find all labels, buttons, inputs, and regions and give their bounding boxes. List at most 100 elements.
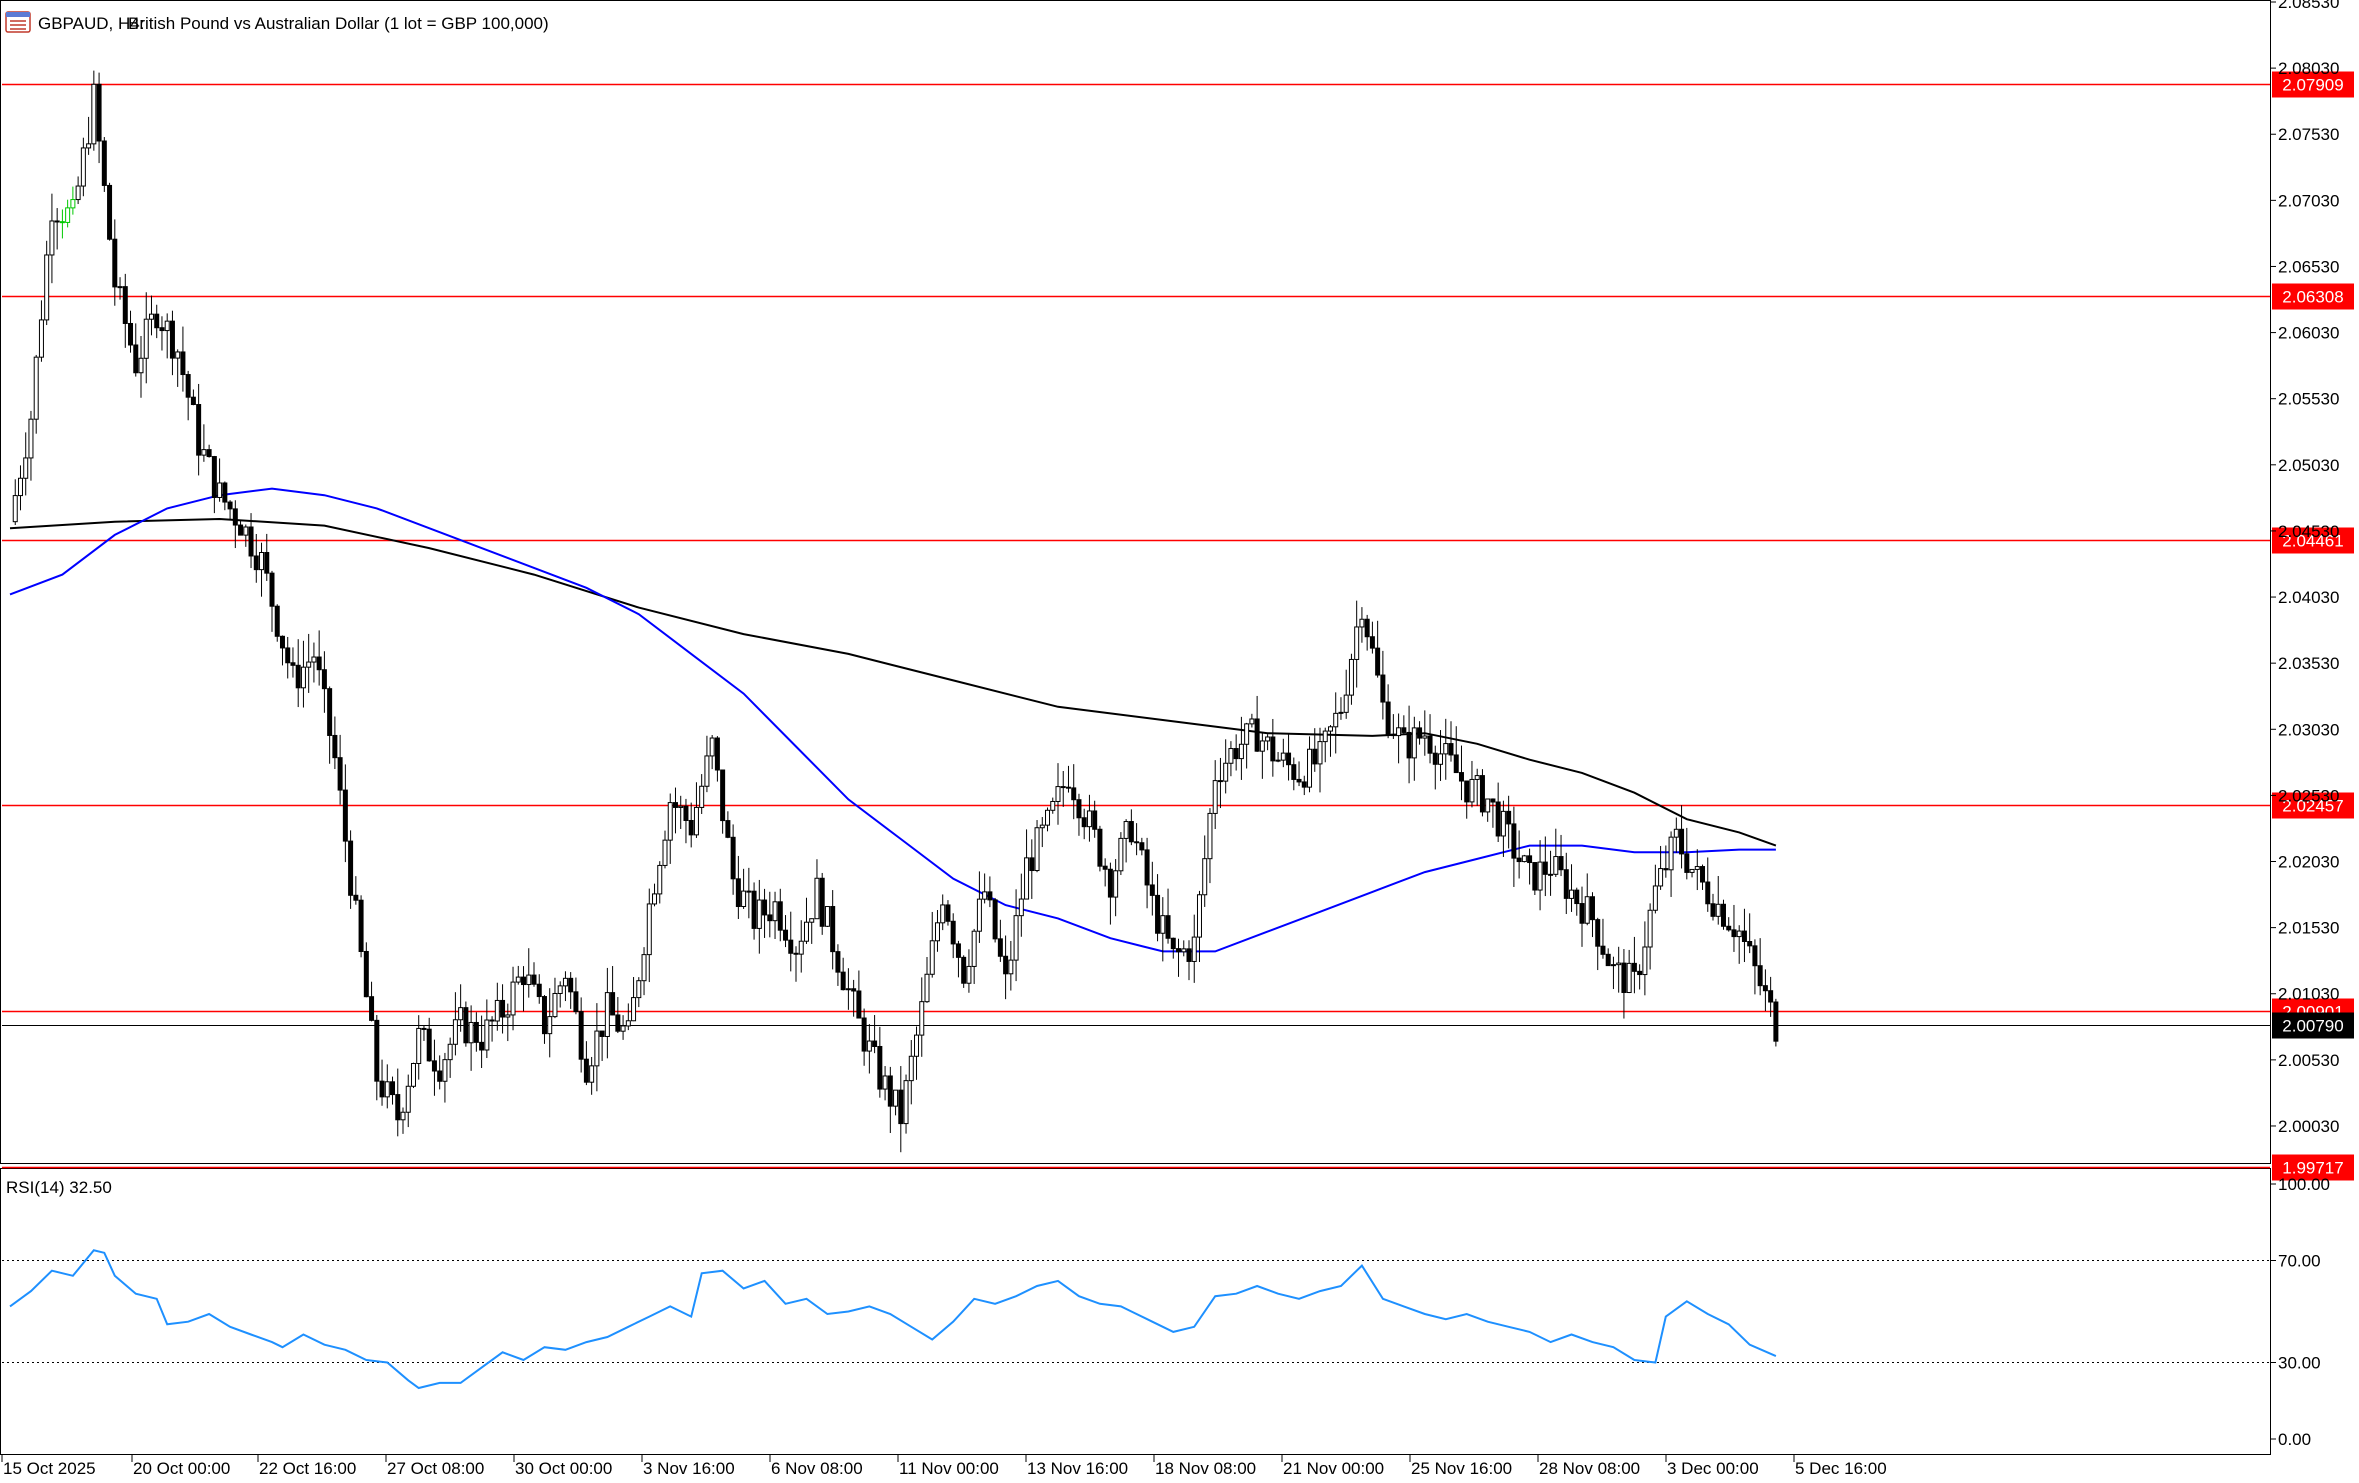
candle-body <box>1254 718 1260 752</box>
candle-body <box>1516 857 1522 863</box>
candle-body <box>1574 889 1580 905</box>
time-tick-label: 13 Nov 16:00 <box>1027 1459 1128 1478</box>
ma-slow-line <box>9 517 1777 847</box>
current-price-label-bg <box>2272 1012 2354 1039</box>
candle-body <box>934 922 940 942</box>
candle-body <box>1228 748 1234 764</box>
candle-body <box>940 904 946 924</box>
candle-body <box>369 996 375 1021</box>
candle-body <box>625 1020 631 1027</box>
candle-body <box>1736 930 1742 938</box>
candle-body <box>950 920 956 945</box>
price-tick-label: 2.01530 <box>2278 919 2339 938</box>
candle-body <box>1139 842 1145 851</box>
candle-body <box>919 1001 925 1036</box>
time-tick-label: 20 Oct 00:00 <box>133 1459 230 1478</box>
time-tick-label: 25 Nov 16:00 <box>1411 1459 1512 1478</box>
candle-body <box>1055 786 1061 802</box>
price-tick-label: 2.06530 <box>2278 257 2339 276</box>
candle-body <box>1065 786 1071 789</box>
candle-body <box>1406 731 1412 759</box>
candle-body <box>180 351 186 376</box>
candle-body <box>521 976 527 986</box>
candle-body <box>1354 626 1360 660</box>
candle-body <box>1658 868 1664 887</box>
candle-body <box>966 965 972 984</box>
candle-body <box>421 1027 427 1030</box>
candle-body <box>1181 948 1187 953</box>
price-tick-label: 2.05030 <box>2278 456 2339 475</box>
candle-body <box>688 819 694 836</box>
candle-body <box>882 1075 888 1090</box>
candle-body <box>290 662 296 666</box>
candlesticks <box>12 70 1779 1153</box>
candle-body <box>751 890 757 929</box>
candle-body <box>1621 962 1627 994</box>
candle-body <box>65 207 71 223</box>
level-price-label-bg <box>2272 1154 2354 1181</box>
candle-body <box>1663 868 1669 871</box>
candle-body <box>395 1094 401 1121</box>
candle-body <box>1710 903 1716 917</box>
candle-body <box>363 950 369 998</box>
candle-body <box>1448 743 1454 756</box>
time-tick-label: 28 Nov 08:00 <box>1539 1459 1640 1478</box>
candle-body <box>793 952 799 955</box>
candle-body <box>1233 748 1239 760</box>
candle-body <box>568 977 574 993</box>
candle-body <box>772 901 778 922</box>
candle-body <box>232 508 238 526</box>
rsi-tick-label: 30.00 <box>2278 1354 2321 1373</box>
level-price-label: 2.07909 <box>2282 76 2343 95</box>
candle-body <box>447 1043 453 1061</box>
candle-body <box>1039 824 1045 829</box>
candle-body <box>269 572 275 607</box>
candle-body <box>1720 903 1726 927</box>
candle-body <box>1689 868 1695 873</box>
price-tick-label: 2.02030 <box>2278 853 2339 872</box>
candle-body <box>253 555 259 571</box>
candle-body <box>631 997 637 1022</box>
candle-body <box>1128 821 1134 843</box>
time-tick-label: 22 Oct 16:00 <box>259 1459 356 1478</box>
candle-body <box>1081 817 1087 828</box>
candle-body <box>274 605 280 637</box>
candle-body <box>1600 945 1606 955</box>
candle-body <box>746 890 752 893</box>
candle-body <box>693 806 699 836</box>
candle-body <box>243 526 249 536</box>
candle-body <box>342 789 348 842</box>
level-price-label-bg <box>2272 71 2354 98</box>
candle-body <box>1417 727 1423 739</box>
candle-body <box>12 495 18 523</box>
candle-body <box>279 635 285 649</box>
candle-body <box>91 83 97 145</box>
candle-body <box>379 1080 385 1098</box>
candle-body <box>976 898 982 932</box>
symbol-description: British Pound vs Australian Dollar (1 lo… <box>128 14 549 33</box>
candle-body <box>390 1081 396 1096</box>
candle-body <box>636 980 642 999</box>
candle-body <box>515 976 521 983</box>
candle-body <box>1768 990 1774 1003</box>
time-tick-label: 3 Nov 16:00 <box>643 1459 735 1478</box>
candle-body <box>463 1007 469 1044</box>
chart-window-icon[interactable] <box>5 11 31 33</box>
candle-body <box>1589 896 1595 921</box>
candle-body <box>154 313 160 329</box>
time-tick-label: 18 Nov 08:00 <box>1155 1459 1256 1478</box>
candle-body <box>908 1055 914 1082</box>
candle-body <box>1679 828 1685 855</box>
price-tick-label: 2.01030 <box>2278 985 2339 1004</box>
symbol-label: GBPAUD, H4: <box>38 14 144 33</box>
candle-body <box>405 1085 411 1113</box>
current-price-label: 2.00790 <box>2282 1017 2343 1036</box>
candle-body <box>1123 821 1129 839</box>
level-price-label: 2.04461 <box>2282 532 2343 551</box>
candle-body <box>479 1041 485 1051</box>
candle-body <box>809 918 815 923</box>
candle-body <box>1443 743 1449 755</box>
